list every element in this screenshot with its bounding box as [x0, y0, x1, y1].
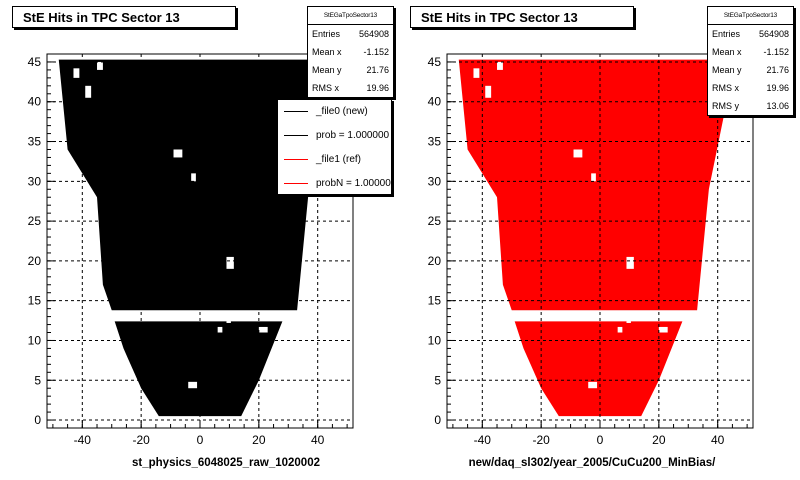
y-tick-label: 25 [28, 214, 42, 228]
stats-rms-x-row: RMS x 19.96 [712, 83, 789, 93]
legend-label: _file1 (ref) [316, 153, 362, 165]
stats-mean-x-row: Mean x -1.152 [312, 47, 389, 57]
right-histogram-plot: -40 -20 0 20 40 0 5 10 15 20 25 30 35 40 45 [428, 53, 754, 447]
hit-region-inner-pads [114, 321, 283, 417]
legend-entry: probN = 1.000000 [278, 172, 392, 194]
dead-pad-hole [73, 68, 80, 78]
plot-border [446, 53, 754, 429]
y-tick-label: 0 [34, 413, 41, 427]
left-histogram-panel: -40 -20 0 20 40 0 5 10 15 20 25 30 35 40 45 StE Hits i… [12, 6, 394, 469]
legend-line-new [284, 110, 308, 112]
x-tick-label: -20 [132, 433, 150, 447]
y-tick-label: 15 [28, 294, 42, 308]
hit-region-inner-pads [514, 321, 683, 417]
right-x-caption: new/daq_sl302/year_2005/CuCu200_MinBias/ [468, 457, 716, 469]
y-tick-label: 25 [428, 214, 442, 228]
x-tick-label: -40 [474, 433, 492, 447]
stats-mean-x-row: Mean x -1.152 [712, 47, 789, 57]
y-tick-label: 35 [428, 135, 442, 149]
y-tick-label: 45 [28, 55, 42, 69]
stats-mean-y-row: Mean y 21.76 [712, 65, 789, 75]
x-tick-label: 0 [197, 433, 204, 447]
dead-pad-hole [658, 326, 668, 333]
legend-line-probn [284, 182, 308, 184]
plot-border [46, 53, 354, 429]
stats-entries-row: Entries 564908 [312, 29, 389, 39]
dead-pad-hole [473, 68, 480, 78]
dead-pad-hole [258, 326, 268, 333]
x-tick-label: 0 [597, 433, 604, 447]
x-tick-label: 20 [652, 433, 666, 447]
legend-entry: _file0 (new) [278, 100, 368, 122]
legend-line-prob [284, 134, 308, 136]
dead-pad-hole [485, 85, 492, 98]
x-tick-label: -40 [74, 433, 92, 447]
stats-rms-y-row: RMS y 13.06 [712, 101, 789, 111]
dead-pad-hole [191, 173, 196, 182]
legend-line-ref [284, 158, 308, 160]
y-tick-label: 45 [428, 55, 442, 69]
dead-pad-hole [573, 149, 583, 158]
stats-mean-y-row: Mean y 21.76 [312, 65, 389, 75]
stats-rms-x-row: RMS x 19.96 [312, 83, 389, 93]
y-tick-label: 35 [28, 135, 42, 149]
dead-pad-hole [588, 381, 598, 389]
y-tick-label: 15 [428, 294, 442, 308]
legend-label: prob = 1.000000 [316, 129, 390, 141]
legend-entry: _file1 (ref) [278, 148, 361, 170]
dead-pad-hole [173, 149, 183, 158]
left-histogram-title: StE Hits in TPC Sector 13 [12, 6, 236, 28]
y-tick-label: 10 [28, 333, 42, 347]
dead-pad-hole [226, 256, 234, 269]
y-tick-label: 30 [428, 174, 442, 188]
hit-region-outer-pads [458, 59, 736, 311]
dead-pad-hole [188, 381, 198, 389]
y-tick-label: 40 [28, 95, 42, 109]
hit-region-outer-pads [58, 59, 336, 311]
legend-entry: prob = 1.000000 [278, 124, 389, 146]
stats-name: StEGaTpoSector13 [708, 7, 793, 25]
dead-pad-hole [217, 326, 223, 333]
right-histogram-title: StE Hits in TPC Sector 13 [410, 6, 634, 28]
dead-pad-hole [497, 61, 503, 70]
dead-pad-hole [97, 61, 103, 70]
legend-label: _file0 (new) [316, 105, 368, 117]
y-tick-label: 40 [428, 95, 442, 109]
y-tick-label: 20 [28, 254, 42, 268]
y-tick-label: 5 [34, 373, 41, 387]
left-stats-box: StEGaTpoSector13 Entries 564908 Mean x -1.… [307, 6, 394, 98]
legend-box: _file0 (new) prob = 1.000000 _file1 (ref… [277, 99, 392, 195]
stats-name: StEGaTpoSector13 [308, 7, 393, 25]
dead-pad-hole [626, 318, 631, 323]
x-tick-label: 20 [252, 433, 266, 447]
x-tick-label: 40 [311, 433, 325, 447]
y-tick-label: 10 [428, 333, 442, 347]
right-histogram-panel: -40 -20 0 20 40 0 5 10 15 20 25 30 35 40 45 StE Hits i… [400, 0, 800, 480]
dead-pad-hole [85, 85, 92, 98]
legend-label: probN = 1.000000 [316, 177, 392, 189]
y-tick-label: 5 [434, 373, 441, 387]
x-tick-label: 40 [711, 433, 725, 447]
dead-pad-hole [226, 318, 231, 323]
stats-entries-row: Entries 564908 [712, 29, 789, 39]
y-tick-label: 20 [428, 254, 442, 268]
y-tick-label: 0 [434, 413, 441, 427]
dead-pad-hole [626, 256, 634, 269]
y-tick-label: 30 [28, 174, 42, 188]
left-x-caption: st_physics_6048025_raw_1020002 [132, 457, 320, 469]
right-stats-box: StEGaTpoSector13 Entries 564908 Mean x -1.… [707, 6, 794, 116]
dead-pad-hole [591, 173, 596, 182]
dead-pad-hole [617, 326, 623, 333]
x-tick-label: -20 [532, 433, 550, 447]
